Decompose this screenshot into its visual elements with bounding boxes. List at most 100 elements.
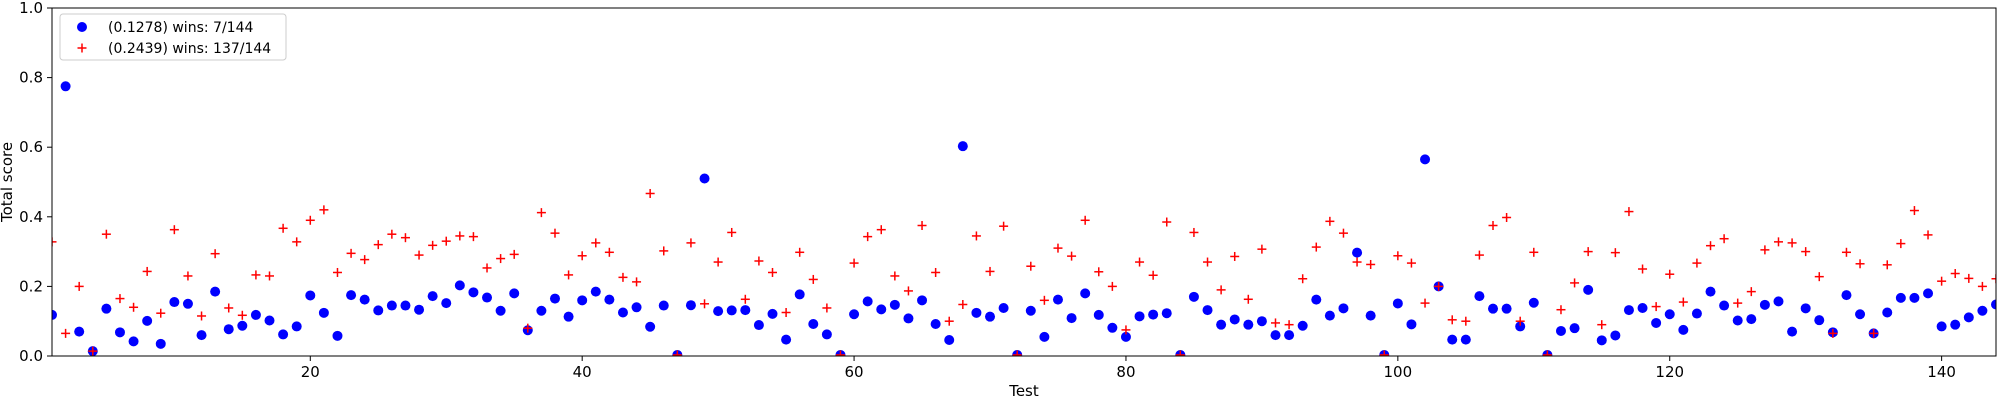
point-1-87	[1216, 319, 1227, 330]
point-1-2	[60, 81, 71, 92]
point-2-84	[1175, 350, 1185, 356]
point-1-9	[155, 338, 166, 349]
point-1-91	[1270, 330, 1281, 341]
point-1-79	[1107, 322, 1118, 333]
point-1-3	[74, 326, 85, 337]
point-2-12	[197, 311, 207, 321]
point-1-49	[699, 173, 710, 184]
y-tick-label: 0.4	[19, 208, 43, 226]
point-2-27	[400, 233, 410, 243]
point-1-109	[1515, 321, 1526, 332]
point-1-83	[1161, 308, 1172, 319]
point-1-123	[1705, 286, 1716, 297]
point-2-98	[1366, 259, 1376, 269]
point-2-88	[1230, 251, 1240, 261]
point-2-131	[1814, 272, 1824, 282]
point-1-45	[645, 321, 656, 332]
point-1-115	[1596, 335, 1607, 346]
point-2-96	[1338, 228, 1348, 238]
point-1-70	[985, 311, 996, 322]
point-2-114	[1583, 247, 1593, 257]
point-1-113	[1569, 323, 1580, 334]
point-1-60	[849, 309, 860, 320]
point-2-32	[468, 232, 478, 242]
point-1-139	[1923, 288, 1934, 299]
point-2-85	[1189, 227, 1199, 237]
x-axis-label: Test	[1008, 382, 1039, 400]
legend: (0.1278) wins: 7/144 (0.2439) wins: 137/1…	[59, 13, 287, 61]
point-2-81	[1135, 257, 1145, 267]
point-2-69	[971, 231, 981, 241]
y-axis-label: Total score	[0, 142, 16, 223]
legend-marker-2	[77, 43, 87, 53]
y-tick-label: 0.0	[19, 347, 43, 365]
point-1-55	[781, 334, 792, 345]
point-1-19	[291, 321, 302, 332]
point-1-67	[944, 334, 955, 345]
y-tick-label: 0.6	[19, 138, 43, 156]
point-1-78	[1093, 309, 1104, 320]
point-1-121	[1678, 324, 1689, 335]
point-1-18	[278, 329, 289, 340]
point-2-90	[1257, 244, 1267, 254]
point-1-94	[1311, 294, 1322, 305]
point-1-105	[1460, 334, 1471, 345]
point-2-66	[931, 267, 941, 277]
point-2-77	[1080, 215, 1090, 225]
point-2-26	[387, 229, 397, 239]
point-1-130	[1800, 303, 1811, 314]
point-2-34	[496, 254, 506, 264]
point-2-120	[1665, 269, 1675, 279]
point-2-132	[1828, 328, 1838, 338]
point-1-68	[957, 141, 968, 152]
point-1-53	[753, 320, 764, 331]
point-2-118	[1638, 264, 1648, 274]
point-2-54	[768, 267, 778, 277]
point-2-124	[1719, 234, 1729, 244]
point-1-137	[1895, 292, 1906, 303]
point-1-42	[604, 294, 615, 305]
point-2-95	[1325, 216, 1335, 226]
point-1-114	[1583, 284, 1594, 295]
point-2-38	[550, 228, 560, 238]
point-1-46	[658, 300, 669, 311]
point-2-136	[1882, 260, 1892, 270]
point-2-1	[52, 237, 57, 247]
point-1-89	[1243, 319, 1254, 330]
point-2-141	[1950, 269, 1960, 279]
point-2-137	[1896, 239, 1906, 249]
point-1-66	[930, 318, 941, 329]
point-2-134	[1855, 259, 1865, 269]
point-2-121	[1678, 297, 1688, 307]
point-1-140	[1936, 321, 1947, 332]
point-2-2	[61, 328, 71, 338]
point-1-129	[1787, 326, 1798, 337]
point-1-50	[713, 306, 724, 317]
point-2-21	[319, 205, 329, 215]
point-2-92	[1284, 320, 1294, 330]
point-2-126	[1746, 287, 1756, 297]
point-1-57	[808, 318, 819, 329]
point-1-10	[169, 297, 180, 308]
point-2-7	[129, 302, 139, 312]
point-2-67	[944, 316, 954, 326]
point-2-130	[1801, 247, 1811, 257]
point-1-120	[1664, 309, 1675, 320]
point-2-60	[849, 258, 859, 268]
point-1-126	[1746, 314, 1757, 325]
point-1-100	[1392, 298, 1403, 309]
point-2-106	[1474, 250, 1484, 260]
point-1-82	[1148, 309, 1159, 320]
point-1-23	[346, 290, 357, 301]
point-2-52	[740, 294, 750, 304]
point-1-16	[250, 309, 261, 320]
point-1-73	[1025, 305, 1036, 316]
point-2-72	[1012, 350, 1022, 356]
point-1-71	[998, 302, 1009, 313]
legend-label-1: (0.1278) wins: 7/144	[108, 20, 253, 36]
point-2-79	[1107, 281, 1117, 291]
data-marks	[52, 81, 1996, 356]
point-2-70	[985, 266, 995, 276]
point-2-36	[523, 323, 533, 333]
